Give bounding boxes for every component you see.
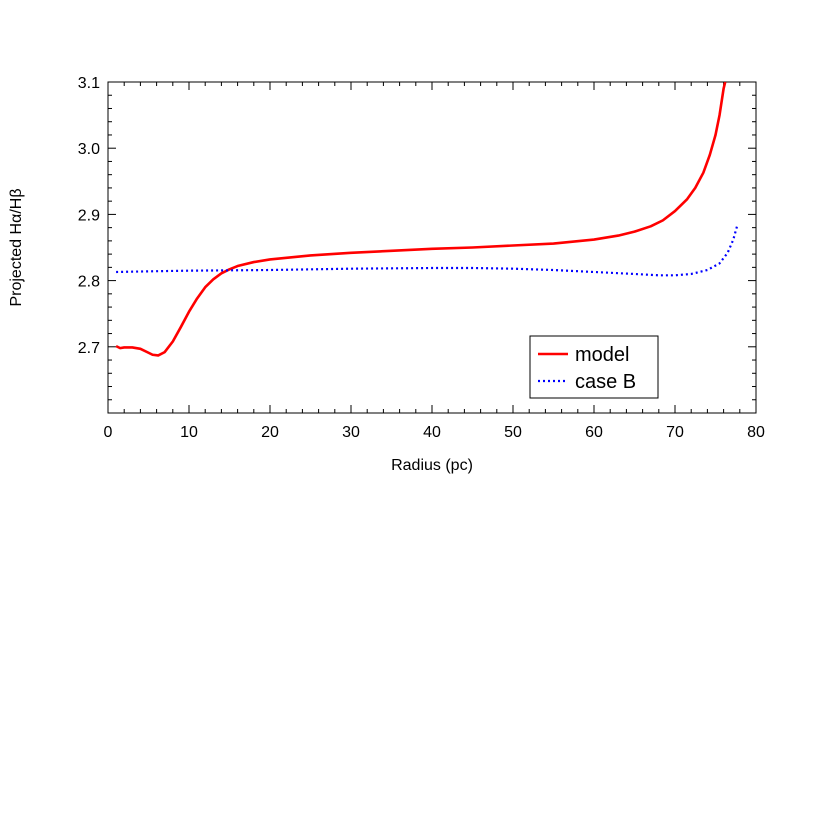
y-tick-label: 2.9 <box>78 207 100 224</box>
x-axis-label: Radius (pc) <box>391 457 473 474</box>
series-group <box>115 82 739 357</box>
x-tick-label: 20 <box>261 424 279 441</box>
x-tick-label: 50 <box>504 424 522 441</box>
y-tick-label: 2.8 <box>78 274 100 291</box>
plot-frame <box>107 81 757 414</box>
series-line-model <box>115 82 727 357</box>
series-line-case-b <box>116 224 739 277</box>
x-tick-label: 0 <box>104 424 113 441</box>
legend-label: model <box>575 344 629 366</box>
y-tick-label: 3.0 <box>78 141 100 158</box>
y-axis-label: Projected Hα/Hβ <box>8 188 25 306</box>
plot-area: 0 10 20 30 40 50 60 70 80 2.7 2.8 2.9 3.0 3.1 Radius (… <box>8 75 765 474</box>
legend-box <box>529 335 659 399</box>
x-tick-label: 10 <box>180 424 198 441</box>
x-tick-label: 40 <box>423 424 441 441</box>
x-tick-label: 60 <box>585 424 603 441</box>
legend-label: case B <box>575 371 636 393</box>
x-tick-label: 70 <box>666 424 684 441</box>
x-tick-label: 30 <box>342 424 360 441</box>
y-tick-label: 2.7 <box>78 340 100 357</box>
x-tick-label: 80 <box>747 424 765 441</box>
legend: model case B <box>529 335 659 399</box>
y-tick-label: 3.1 <box>78 75 100 92</box>
